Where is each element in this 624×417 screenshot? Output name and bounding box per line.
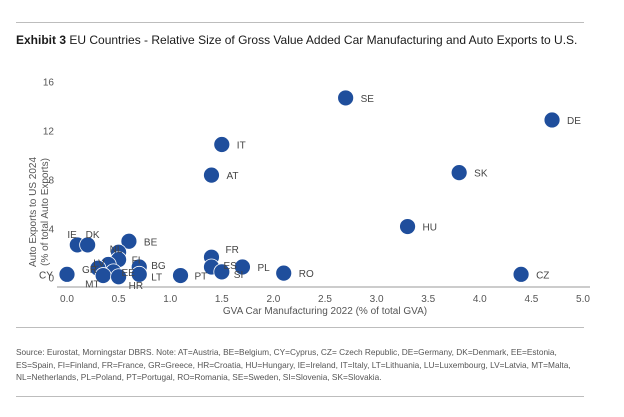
- point-label-at: AT: [226, 171, 238, 182]
- point-pl: [234, 258, 251, 276]
- x-tick-label: 2.5: [318, 294, 332, 305]
- exhibit-title-text: EU Countries - Relative Size of Gross Va…: [66, 33, 578, 47]
- point-si: [213, 263, 231, 281]
- point-label-bg: BG: [151, 261, 166, 272]
- point-label-pl: PL: [257, 263, 270, 274]
- point-label-ee: EE: [121, 268, 135, 279]
- point-label-fi: FI: [132, 256, 141, 267]
- point-de: [543, 111, 561, 129]
- point-label-be: BE: [144, 237, 158, 248]
- point-hu: [399, 218, 416, 235]
- point-se: [337, 89, 355, 107]
- point-label-cz: CZ: [536, 270, 549, 281]
- bottom-rule: [16, 396, 584, 397]
- y-tick-label: 12: [43, 127, 55, 138]
- scatter-points: [58, 89, 561, 286]
- point-label-hu: HU: [423, 223, 437, 234]
- point-label-ie: IE: [67, 230, 77, 241]
- point-label-cy: CY: [39, 270, 53, 281]
- point-hr: [110, 268, 127, 286]
- x-tick-label: 1.0: [163, 294, 177, 305]
- point-dk: [79, 236, 97, 254]
- point-be: [120, 232, 138, 250]
- source-note: Source: Eurostat, Morningstar DBRS. Note…: [16, 347, 571, 382]
- point-label-it: IT: [237, 140, 246, 151]
- x-tick-label: 3.5: [421, 294, 435, 305]
- y-axis-label-group: Auto Exports to US 2024 (% of total Auto …: [28, 157, 51, 268]
- point-sk: [450, 164, 468, 182]
- point-label-lt: LT: [151, 272, 162, 283]
- exhibit-number: Exhibit 3: [16, 33, 67, 47]
- point-label-hr: HR: [129, 281, 143, 292]
- scatter-chart: 0 4 8 12 16 0.0 0.5 1.0 1.5 2.0 2.5 3.0 3.5 4.0 4.5 5.…: [28, 78, 590, 318]
- y-tick-label: 0: [48, 274, 54, 285]
- y-axis-label-line2: (% of total Auto Exports): [40, 158, 51, 266]
- point-label-fr: FR: [225, 245, 238, 256]
- x-axis-label: GVA Car Manufacturing 2022 (% of total G…: [223, 306, 427, 317]
- point-ro: [275, 264, 293, 282]
- point-cz: [512, 265, 530, 283]
- exhibit-title: Exhibit 3 EU Countries - Relative Size o…: [16, 33, 577, 47]
- top-rule: [16, 22, 584, 23]
- point-label-se: SE: [361, 94, 375, 105]
- y-tick-label: 4: [48, 225, 54, 236]
- point-label-mt: MT: [85, 280, 99, 291]
- point-lt: [130, 265, 148, 283]
- point-it: [213, 136, 231, 153]
- x-tick-label: 1.5: [215, 294, 229, 305]
- y-axis-label-line1: Auto Exports to US 2024: [28, 157, 39, 268]
- point-label-pt: PT: [195, 272, 208, 283]
- x-tick-label: 0.5: [112, 294, 126, 305]
- point-pt: [172, 267, 189, 284]
- middle-rule: [16, 327, 584, 328]
- x-tick-label: 0.0: [60, 294, 74, 305]
- x-tick-label: 5.0: [576, 294, 590, 305]
- x-tick-label: 4.0: [473, 294, 487, 305]
- point-label-nl: NL: [110, 244, 123, 255]
- point-label-si: SI: [234, 270, 243, 281]
- point-label-lv: LV: [93, 259, 105, 270]
- point-label-sk: SK: [474, 169, 488, 180]
- point-label-gr: GR: [82, 265, 97, 276]
- x-tick-label: 4.5: [524, 294, 538, 305]
- y-tick-label: 8: [48, 176, 54, 187]
- point-at: [203, 166, 220, 184]
- point-label-dk: DK: [86, 230, 100, 241]
- point-label-ro: RO: [299, 269, 314, 280]
- point-label-de: DE: [567, 116, 581, 127]
- x-axis-ticks: 0.0 0.5 1.0 1.5 2.0 2.5 3.0 3.5 4.0 4.5 5.0: [60, 294, 590, 305]
- point-label-es: ES: [223, 261, 237, 272]
- y-axis-ticks: 0 4 8 12 16: [43, 78, 55, 285]
- y-tick-label: 16: [43, 78, 55, 89]
- x-tick-label: 2.0: [266, 294, 280, 305]
- point-cy: [58, 265, 76, 283]
- x-tick-label: 3.0: [370, 294, 384, 305]
